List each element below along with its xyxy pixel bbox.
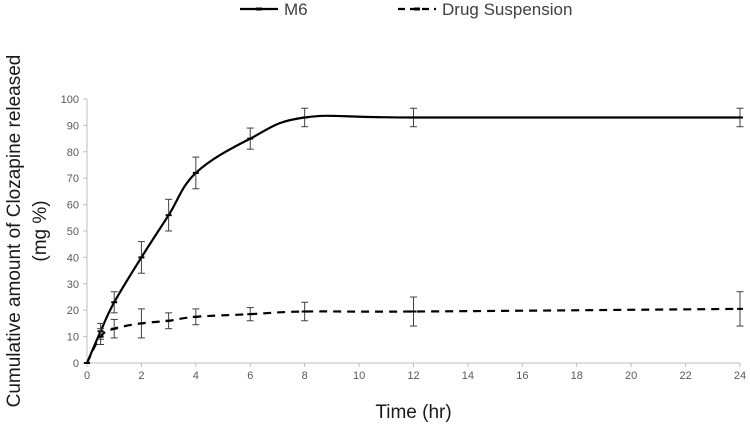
x-tick-label: 16 (516, 370, 528, 382)
legend-label: M6 (284, 0, 308, 19)
series-m6 (84, 107, 744, 364)
x-axis-title: Time (hr) (375, 402, 451, 423)
x-tick-label: 2 (138, 370, 144, 382)
legend-item-m6: M6 (240, 0, 308, 19)
x-tick-label: 8 (302, 370, 308, 382)
y-tick-label: 10 (67, 332, 79, 344)
x-tick-label: 10 (353, 370, 365, 382)
y-tick-label: 50 (67, 226, 79, 238)
x-tick-label: 12 (407, 370, 419, 382)
x-tick-label: 14 (462, 370, 474, 382)
y-tick-label: 0 (73, 358, 79, 370)
x-tick-label: 20 (625, 370, 637, 382)
legend-item-drug-suspension: Drug Suspension (398, 0, 572, 19)
series-drug-suspension (84, 291, 744, 364)
legend-label: Drug Suspension (442, 0, 572, 19)
y-tick-label: 80 (67, 147, 79, 159)
y-axis-title: Cumulative amount of Clozapine released(… (4, 55, 51, 408)
y-tick-label: 20 (67, 305, 79, 317)
x-tick-label: 4 (193, 370, 199, 382)
y-tick-label: 40 (67, 252, 79, 264)
y-tick-label: 90 (67, 120, 79, 132)
series-layer (84, 107, 744, 364)
y-tick-label: 30 (67, 279, 79, 291)
series-line (85, 114, 740, 364)
x-tick-label: 18 (571, 370, 583, 382)
x-tick-label: 0 (84, 370, 90, 382)
y-tick-label: 60 (67, 200, 79, 212)
y-axis-title-line: Cumulative amount of Clozapine released (4, 55, 25, 408)
x-tick-label: 24 (734, 370, 746, 382)
x-tick-label: 6 (247, 370, 253, 382)
legend: M6 Drug Suspension (240, 0, 572, 19)
x-tick-label: 22 (679, 370, 691, 382)
y-tick-label: 100 (61, 94, 79, 106)
y-tick-label: 70 (67, 173, 79, 185)
series-line (86, 307, 741, 364)
y-axis-title-line: (mg %) (30, 200, 51, 261)
